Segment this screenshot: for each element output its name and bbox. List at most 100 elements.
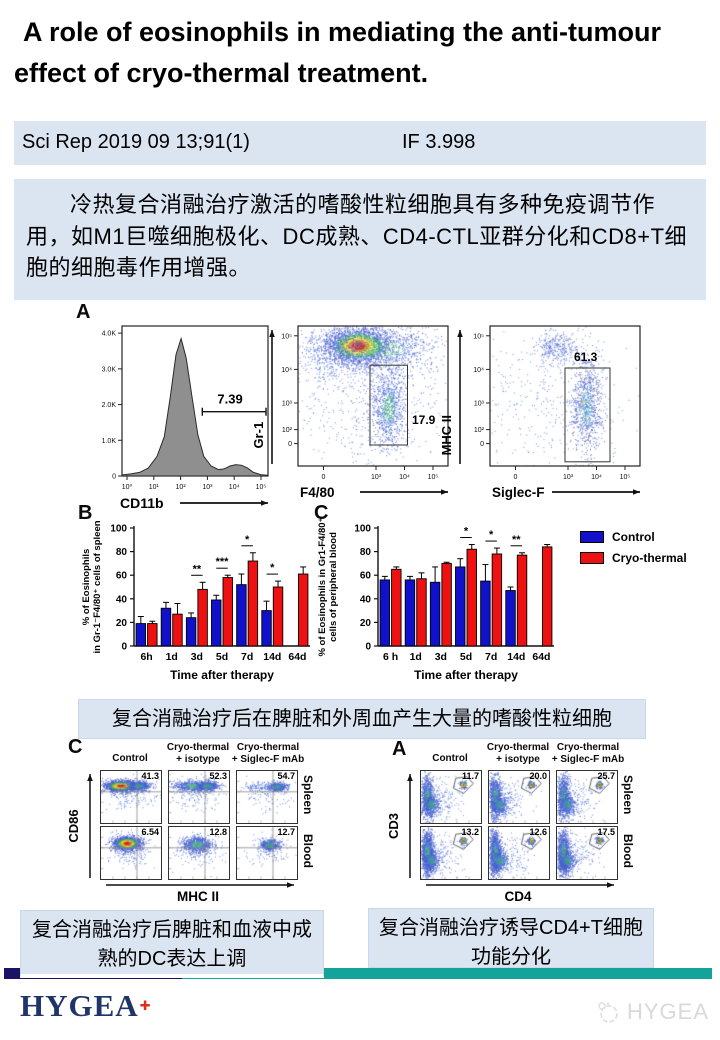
svg-text:14d: 14d <box>263 651 281 663</box>
svg-text:***: *** <box>216 556 230 568</box>
blood-eosinophil-bar-chart: 0 20 40 60 80 100 6 h 1d 3d 5d * 7d * 14d ** 64d Time af… <box>317 517 554 682</box>
citation-source: Sci Rep 2019 09 13;91(1) <box>22 131 250 153</box>
svg-text:Time after therapy: Time after therapy <box>414 668 518 682</box>
svg-text:10⁰: 10⁰ <box>122 483 133 491</box>
flow-plot-cell: 12.8 <box>168 826 230 880</box>
footer-bar-teal <box>182 968 712 979</box>
svg-text:% of Eosinophils: % of Eosinophils <box>81 549 92 626</box>
svg-text:F4/80: F4/80 <box>300 485 335 500</box>
column-header: Cryo-thermal + Siglec-F mAb <box>231 742 305 765</box>
legend-item-control: Control <box>580 530 687 544</box>
svg-text:% of Eosinophils in Gr1-F4/80⁺: % of Eosinophils in Gr1-F4/80⁺ <box>317 517 328 656</box>
logo-text: HYGEA <box>20 988 139 1023</box>
legend-label: Control <box>612 530 655 544</box>
svg-text:1d: 1d <box>410 651 422 663</box>
svg-text:*: * <box>464 526 469 538</box>
column-header: Cryo-thermal + isotype <box>486 742 550 765</box>
svg-text:10⁴: 10⁴ <box>399 474 410 481</box>
svg-text:0: 0 <box>288 441 292 448</box>
svg-text:7d: 7d <box>241 651 253 663</box>
watermark-text: HYGEA <box>627 999 710 1024</box>
cryothermal-swatch <box>580 552 604 564</box>
flow-plot-cell: 12.6 <box>488 826 550 880</box>
svg-text:cells of peripheral blood: cells of peripheral blood <box>328 532 339 642</box>
svg-text:10³: 10³ <box>202 484 213 491</box>
svg-text:40: 40 <box>360 594 372 605</box>
svg-text:7d: 7d <box>485 651 497 663</box>
svg-text:**: ** <box>512 534 521 546</box>
scatter-dots <box>298 326 448 466</box>
svg-text:0: 0 <box>480 441 484 448</box>
svg-text:MHC II: MHC II <box>439 415 454 455</box>
svg-text:10³: 10³ <box>474 401 485 408</box>
grid-axes: CD3 CD4 <box>386 774 614 904</box>
title-line-2: effect of cryo-thermal treatment. <box>14 57 429 88</box>
svg-text:10³: 10³ <box>563 474 574 481</box>
flow-plot-cell: 11.7 <box>420 770 482 824</box>
svg-text:100: 100 <box>354 524 371 535</box>
svg-text:17.9: 17.9 <box>412 413 436 427</box>
svg-text:1d: 1d <box>166 651 178 663</box>
svg-text:Gr-1: Gr-1 <box>251 422 266 449</box>
flow-plot-cell: 52.3 <box>168 770 230 824</box>
svg-text:10³: 10³ <box>371 474 382 481</box>
svg-text:10⁵: 10⁵ <box>256 484 267 491</box>
svg-text:10²: 10² <box>282 427 293 434</box>
svg-text:4.0K: 4.0K <box>102 331 117 338</box>
cd11b-histogram: 0 1.0K 2.0K 3.0K 4.0K 10⁰ 10¹ 10² 10³ 10⁴ 10⁵ 7.39 C… <box>102 325 269 510</box>
svg-text:0: 0 <box>112 474 116 481</box>
svg-text:10²: 10² <box>176 484 187 491</box>
figure-b-label: B <box>78 502 93 524</box>
caption-eosinophils: 复合消融治疗后在脾脏和外周血产生大量的嗜酸性粒细胞 <box>78 699 646 739</box>
column-header: Cryo-thermal + Siglec-F mAb <box>551 742 625 765</box>
svg-text:0: 0 <box>514 474 518 481</box>
f480-gr1-scatter: 0 10³ 10⁴ 10⁵ 0 10² 10³ 10⁴ 10⁵ Gr-1 F4/80 17.9 <box>250 314 454 510</box>
svg-text:80: 80 <box>116 547 128 558</box>
row-label-spleen: Spleen <box>301 775 315 815</box>
impact-factor: IF 3.998 <box>402 131 476 153</box>
flow-plot-cell: 54.7 <box>236 770 298 824</box>
svg-text:0: 0 <box>322 474 326 481</box>
hygea-logo: HYGEA✚ <box>20 988 151 1024</box>
citation-bar: Sci Rep 2019 09 13;91(1) IF 3.998 <box>14 121 706 165</box>
page-title: A role of eosinophils in mediating the a… <box>14 12 710 93</box>
chart-legend: Control Cryo-thermal <box>580 530 687 572</box>
svg-text:10⁵: 10⁵ <box>620 474 631 481</box>
svg-text:*: * <box>270 562 275 574</box>
watermark: HYGEA <box>594 998 709 1026</box>
svg-text:60: 60 <box>116 571 128 582</box>
figure-c-label: C <box>314 502 329 524</box>
svg-text:20: 20 <box>116 618 128 629</box>
svg-text:10⁴: 10⁴ <box>591 474 602 481</box>
svg-text:CD3: CD3 <box>386 813 401 839</box>
svg-text:MHC II: MHC II <box>177 889 219 904</box>
siglecf-mhc2-scatter: 0 10³ 10⁴ 10⁵ 0 10² 10³ 10⁴ 10⁵ MHC II Siglec-F 61.… <box>438 314 648 510</box>
svg-text:10⁴: 10⁴ <box>281 367 292 374</box>
svg-text:61.3: 61.3 <box>574 350 598 364</box>
svg-text:5d: 5d <box>216 651 228 663</box>
flow-plot-cell: 17.5 <box>556 826 618 880</box>
svg-text:7.39: 7.39 <box>217 392 242 407</box>
svg-text:6h: 6h <box>140 651 152 663</box>
svg-text:10³: 10³ <box>282 401 293 408</box>
panel-letter: C <box>68 736 83 758</box>
svg-text:10⁵: 10⁵ <box>428 474 439 481</box>
svg-text:3.0K: 3.0K <box>102 366 117 373</box>
caption-cd4-differentiation: 复合消融治疗诱导CD4+T细胞 功能分化 <box>368 908 654 968</box>
svg-text:Siglec-F: Siglec-F <box>492 485 545 500</box>
column-header: Cryo-thermal + isotype <box>166 742 230 765</box>
svg-text:64d: 64d <box>532 651 550 663</box>
svg-text:60: 60 <box>360 571 372 582</box>
dc-maturation-grid: C Control Cryo-thermal + isotype Cryo-the… <box>66 736 346 907</box>
row-label-spleen: Spleen <box>621 775 635 815</box>
caption-dc-maturation: 复合消融治疗后脾脏和血液中成 熟的DC表达上调 <box>20 910 324 978</box>
svg-text:*: * <box>489 529 494 541</box>
svg-text:10²: 10² <box>474 427 485 434</box>
abstract-box: 冷热复合消融治疗激活的嗜酸性粒细胞具有多种免疫调节作用，如M1巨噬细胞极化、DC… <box>14 179 706 300</box>
column-header: Control <box>112 753 148 764</box>
svg-text:CD86: CD86 <box>66 809 81 842</box>
svg-text:3d: 3d <box>435 651 447 663</box>
svg-text:64d: 64d <box>288 651 306 663</box>
svg-text:6 h: 6 h <box>383 651 398 663</box>
